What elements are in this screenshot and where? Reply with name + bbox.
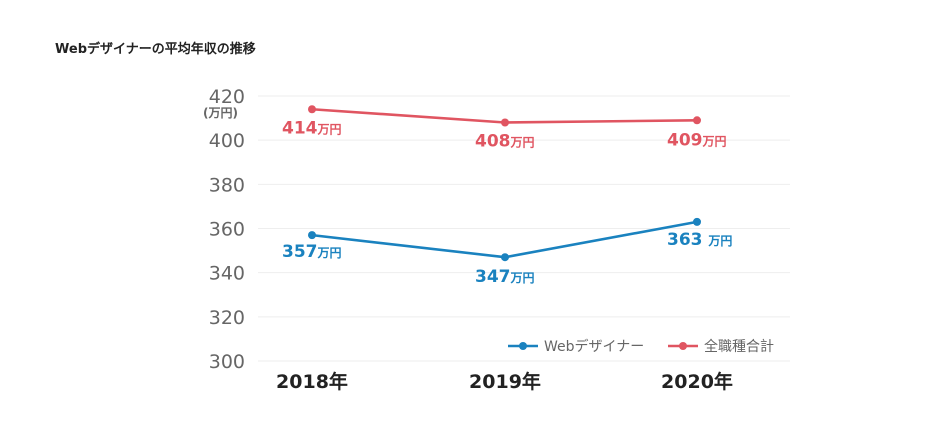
series-1: 414万円 408万円 409万円: [282, 105, 727, 152]
x-axis: 2018年 2019年 2020年: [276, 370, 733, 393]
y-tick-label: 420: [209, 86, 245, 108]
y-axis: 420 400 380 360 340 320 300: [209, 86, 245, 373]
data-label: 363 万円: [667, 230, 732, 250]
data-label: 347万円: [475, 267, 535, 287]
x-tick-label: 2019年: [469, 370, 541, 393]
legend-swatch-marker: [679, 342, 687, 350]
y-tick-label: 360: [209, 219, 245, 241]
data-label: 408万円: [475, 132, 535, 152]
series-line: [311, 220, 698, 259]
data-point: [693, 217, 701, 226]
legend-label: Webデザイナー: [544, 338, 644, 355]
data-label: 414万円: [282, 118, 342, 138]
gridlines: [258, 95, 790, 362]
data-point: [308, 105, 316, 114]
y-tick-label: 300: [209, 351, 245, 373]
y-tick-label: 400: [209, 130, 245, 152]
data-label: 409万円: [667, 130, 727, 150]
data-point: [501, 118, 509, 127]
x-tick-label: 2020年: [661, 370, 733, 393]
page-title: Webデザイナーの平均年収の推移: [55, 42, 256, 57]
y-tick-label: 380: [209, 174, 245, 196]
legend-label: 全職種合計: [704, 338, 774, 355]
y-axis-unit: (万円): [203, 106, 238, 120]
data-point: [308, 231, 316, 240]
series-layer: 357万円 347万円 363 万円 414万円 408万円 409万円: [282, 105, 732, 287]
legend: Webデザイナー 全職種合計: [508, 338, 774, 355]
y-tick-label: 320: [209, 307, 245, 329]
legend-swatch-marker: [519, 342, 527, 350]
data-label: 357万円: [282, 242, 342, 262]
data-point: [693, 116, 701, 125]
data-point: [501, 253, 509, 262]
series-0: 357万円 347万円 363 万円: [282, 217, 732, 287]
x-tick-label: 2018年: [276, 370, 348, 393]
y-tick-label: 340: [209, 263, 245, 285]
